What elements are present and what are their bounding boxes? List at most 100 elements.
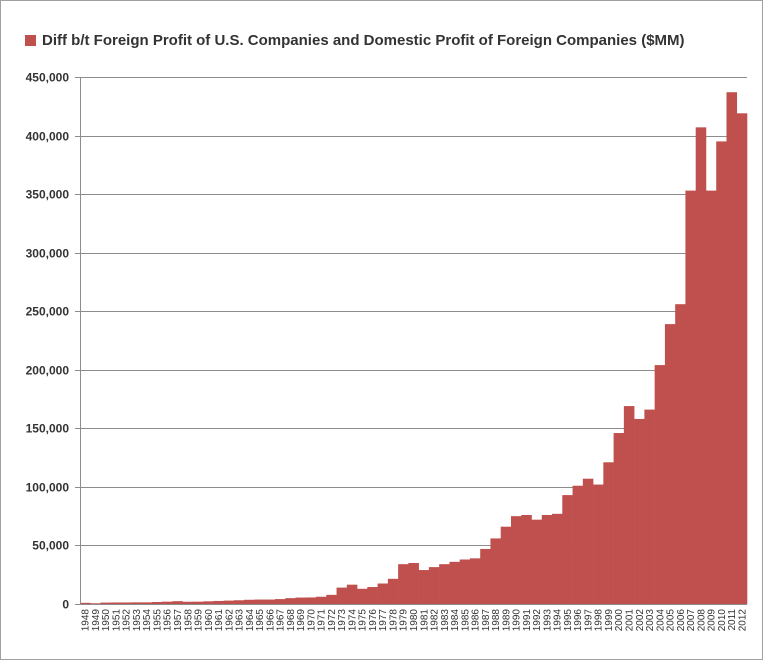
bar — [357, 588, 368, 604]
y-tick-label: 50,000 — [32, 539, 69, 553]
bar — [398, 564, 409, 604]
x-tick-label: 1979 — [399, 609, 410, 632]
x-tick-label: 1975 — [358, 609, 369, 632]
bar — [623, 406, 635, 604]
x-tick-label: 1988 — [491, 609, 502, 632]
x-tick-label: 1982 — [430, 609, 441, 632]
bar — [285, 598, 296, 604]
y-tick-label: 450,000 — [26, 71, 70, 85]
bar — [172, 601, 183, 604]
x-tick-label: 1973 — [337, 609, 348, 632]
bar — [480, 548, 491, 604]
bar — [500, 526, 512, 604]
bar — [695, 127, 707, 605]
bar — [100, 602, 112, 604]
x-tick-label: 1983 — [440, 609, 451, 632]
x-tick-label: 1950 — [101, 609, 112, 632]
bar — [367, 587, 378, 604]
x-tick-label: 1990 — [512, 609, 523, 632]
x-tick-label: 1960 — [204, 609, 215, 632]
bar — [90, 603, 101, 604]
x-tick-label: 2010 — [717, 609, 728, 632]
x-tick-label: 1971 — [317, 609, 328, 632]
x-tick-label: 1995 — [563, 609, 574, 632]
bar — [346, 584, 358, 604]
x-tick-label: 1989 — [501, 609, 512, 632]
x-tick-label: 1976 — [368, 609, 379, 632]
y-tick-label: 300,000 — [26, 247, 70, 261]
bar — [562, 495, 573, 604]
x-tick-label: 2002 — [635, 609, 646, 632]
bar — [110, 602, 122, 604]
x-tick-label: 1949 — [91, 609, 102, 632]
x-tick-label: 1966 — [265, 609, 276, 632]
x-tick-label: 1993 — [542, 609, 553, 632]
x-tick-label: 1998 — [594, 609, 605, 632]
bar — [274, 599, 286, 604]
bar — [131, 602, 142, 604]
x-tick-label: 1987 — [481, 609, 492, 632]
x-tick-label: 2009 — [707, 609, 718, 632]
bar — [644, 409, 655, 604]
y-tick-label: 350,000 — [26, 188, 70, 202]
bar — [408, 563, 419, 604]
bar — [244, 599, 255, 604]
bar — [654, 365, 666, 604]
bar — [223, 600, 235, 604]
bar — [213, 600, 224, 604]
x-tick-label: 1985 — [460, 609, 471, 632]
x-tick-label: 1959 — [194, 609, 205, 632]
x-tick-label: 1955 — [152, 609, 163, 632]
x-tick-label: 1994 — [553, 609, 564, 632]
x-tick-label: 1969 — [296, 609, 307, 632]
bar — [377, 583, 389, 604]
y-tick-label: 250,000 — [26, 305, 70, 319]
bar — [510, 516, 522, 604]
x-tick-label: 1980 — [409, 609, 420, 632]
x-tick-label: 1961 — [214, 609, 225, 632]
bar — [490, 538, 502, 604]
bar — [552, 513, 563, 604]
x-tick-label: 1986 — [471, 609, 482, 632]
bar — [572, 485, 584, 604]
bar — [736, 113, 748, 605]
x-tick-label: 1992 — [532, 609, 543, 632]
bar — [387, 578, 399, 604]
x-tick-label: 2000 — [614, 609, 625, 632]
axes — [80, 77, 747, 605]
x-tick-label: 2007 — [686, 609, 697, 632]
x-tick-label: 1970 — [306, 609, 317, 632]
x-tick-label: 1956 — [163, 609, 174, 632]
bar — [80, 602, 91, 604]
x-tick-label: 1948 — [81, 609, 92, 632]
x-tick-label: 1984 — [450, 609, 461, 632]
x-tick-label: 1999 — [604, 609, 615, 632]
bar — [254, 599, 266, 604]
x-tick-label: 1978 — [388, 609, 399, 632]
y-tick-label: 150,000 — [26, 422, 70, 436]
x-tick-label: 1968 — [286, 609, 297, 632]
bar — [705, 190, 717, 604]
bar — [192, 601, 204, 604]
x-tick-label: 1991 — [522, 609, 533, 632]
x-tick-label: 1962 — [224, 609, 235, 632]
x-tick-label: 1958 — [183, 609, 194, 632]
y-tick-label: 200,000 — [26, 364, 70, 378]
bar — [541, 515, 553, 604]
x-tick-label: 2011 — [727, 609, 738, 631]
bar — [316, 596, 327, 604]
bar — [675, 304, 686, 604]
x-tick-label: 2004 — [655, 609, 666, 632]
bars — [80, 92, 748, 605]
bar — [264, 599, 276, 604]
y-tick-label: 100,000 — [26, 481, 70, 495]
x-tick-label: 1967 — [276, 609, 287, 632]
bar — [613, 433, 625, 604]
bar — [151, 602, 163, 604]
x-tick-label: 2012 — [737, 609, 748, 632]
bar — [634, 418, 645, 604]
bar — [428, 567, 440, 604]
x-tick-label: 1963 — [235, 609, 246, 632]
bar — [233, 600, 245, 604]
